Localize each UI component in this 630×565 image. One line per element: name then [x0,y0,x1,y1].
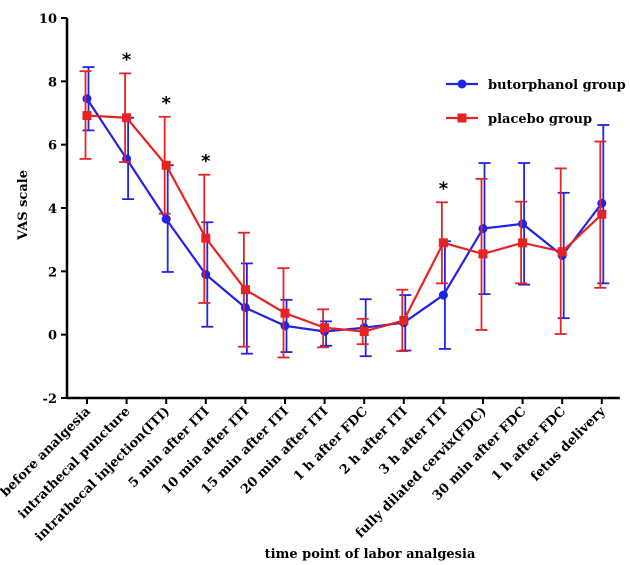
y-tick-label: 8 [48,75,57,90]
data-point [280,308,290,318]
significance-star: * [161,93,171,114]
legend-item: placebo group [446,112,592,127]
data-point [122,113,132,123]
significance-markers: * * * * [122,49,449,199]
data-point [240,285,250,295]
series-layer [79,66,610,359]
legend-item: butorphanol group [446,78,626,93]
y-tick-label: 10 [39,12,57,27]
y-tick-label: 0 [48,329,57,344]
legend-marker-square [457,113,467,123]
y-tick-label: 6 [48,139,57,154]
data-point [359,327,369,336]
data-point [201,233,211,243]
y-axis-title: VAS scale [16,170,31,241]
data-point [518,219,528,229]
data-point [518,238,528,248]
data-point [399,315,409,325]
legend: butorphanol group placebo group [446,78,626,127]
data-point [201,270,211,279]
data-point [438,290,448,300]
series-placebo [79,70,607,359]
y-tick-label: 4 [48,202,57,217]
significance-star: * [439,178,449,199]
x-axis-title: time point of labor analgesia [265,547,476,562]
legend-label: butorphanol group [488,78,626,93]
data-point [82,111,92,121]
data-point [161,160,171,170]
legend-label: placebo group [488,112,592,127]
data-point [280,321,290,331]
significance-star: * [201,151,211,172]
data-point [478,224,488,234]
data-point [597,198,607,208]
y-tick-label: -2 [43,392,57,407]
legend-marker-circle [457,79,467,89]
data-point [82,94,92,104]
y-axis: -2 0 2 4 6 8 10 [39,12,69,407]
significance-star: * [122,49,132,70]
data-point [438,238,448,248]
y-tick-label: 2 [48,265,57,280]
data-point [161,214,171,224]
series-line [86,114,603,333]
data-point [597,209,607,219]
data-point [478,249,488,259]
x-tick-label: fetus delivery [528,404,609,485]
data-point [320,323,330,333]
data-point [240,303,250,313]
data-point [557,247,567,257]
